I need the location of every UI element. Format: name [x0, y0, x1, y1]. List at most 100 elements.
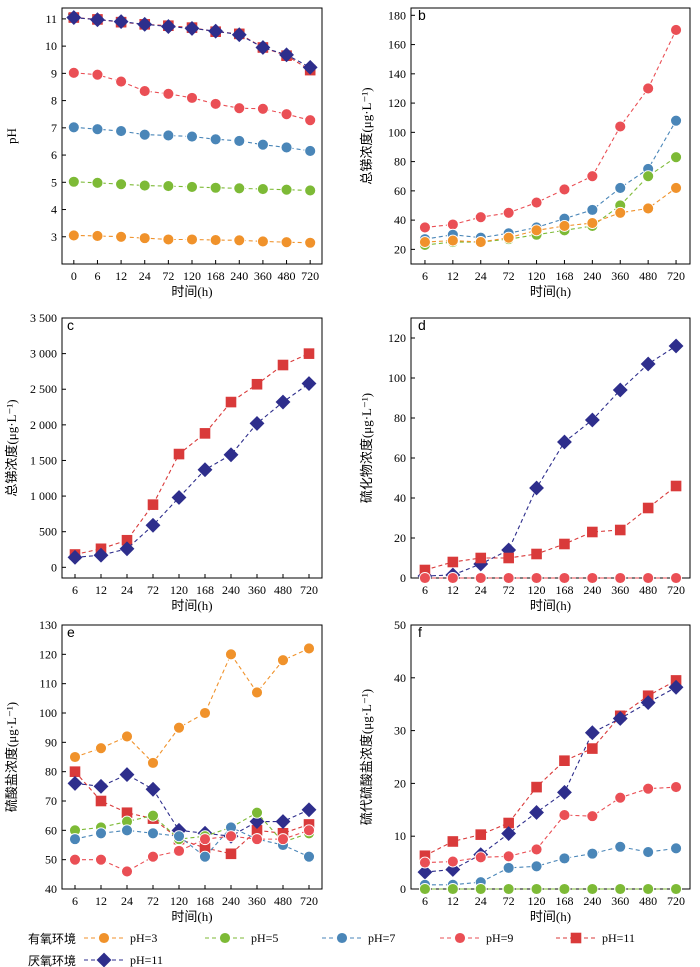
- x-axis-label: 时间(h): [530, 598, 571, 613]
- data-point: [668, 679, 684, 695]
- panel-letter: d: [418, 317, 426, 333]
- data-point: [147, 809, 159, 822]
- y-tick-label: 60: [394, 451, 406, 465]
- y-tick-label: 140: [388, 67, 406, 81]
- x-tick-label: 360: [611, 583, 629, 597]
- data-point: [138, 179, 151, 192]
- data-point: [531, 781, 542, 793]
- data-point: [199, 707, 211, 719]
- y-tick-label: 8: [51, 94, 57, 108]
- legend-marker: [454, 932, 466, 944]
- x-tick-label: 720: [300, 894, 318, 908]
- data-point: [670, 572, 682, 584]
- y-tick-label: 120: [388, 96, 406, 110]
- panel-letter: b: [418, 7, 426, 23]
- data-point: [670, 480, 682, 492]
- series-line: [424, 485, 677, 571]
- y-tick-label: 120: [388, 331, 406, 345]
- y-axis-label: 硫代硫酸盐浓度(μg·L⁻¹): [359, 689, 374, 825]
- data-point: [115, 230, 128, 243]
- data-point: [668, 338, 684, 354]
- data-point: [614, 524, 626, 536]
- data-point: [419, 572, 431, 584]
- x-tick-label: 168: [555, 894, 573, 908]
- series-pH11_ana: [417, 679, 684, 880]
- series-line: [424, 187, 677, 243]
- data-point: [67, 66, 80, 79]
- x-axis-label: 时间(h): [171, 909, 212, 924]
- data-point: [301, 802, 317, 818]
- data-point: [231, 27, 247, 43]
- data-point: [256, 138, 269, 151]
- series-line: [75, 829, 310, 873]
- data-point: [225, 830, 237, 843]
- x-tick-label: 168: [555, 269, 573, 283]
- x-tick-label: 24: [139, 269, 151, 283]
- legend-marker: [96, 952, 112, 967]
- data-point: [95, 795, 107, 807]
- x-tick-label: 168: [555, 583, 573, 597]
- legend-marker: [98, 932, 110, 944]
- data-point: [614, 181, 627, 194]
- y-tick-label: 60: [45, 823, 57, 837]
- x-tick-label: 12: [95, 583, 107, 597]
- y-axis-label: 总锑浓度(μg·L⁻¹): [4, 399, 19, 496]
- series-line: [74, 353, 310, 556]
- data-point: [670, 23, 682, 36]
- x-tick-label: 72: [503, 583, 515, 597]
- data-point: [529, 480, 544, 496]
- data-point: [587, 526, 598, 538]
- legend-label: pH=11: [602, 931, 635, 945]
- data-point: [280, 108, 293, 121]
- data-point: [256, 102, 269, 115]
- panel-letter: e: [67, 624, 75, 640]
- legend-entry-pH11_ana: pH=11: [84, 952, 163, 967]
- x-tick-label: 0: [71, 269, 77, 283]
- data-point: [303, 850, 315, 863]
- data-point: [446, 572, 459, 584]
- data-point: [502, 231, 515, 244]
- series-pH3: [67, 229, 317, 249]
- x-tick-label: 12: [447, 583, 459, 597]
- data-point: [530, 196, 543, 209]
- data-point: [275, 814, 291, 829]
- data-point: [670, 883, 682, 895]
- y-tick-label: 50: [394, 618, 406, 632]
- x-tick-label: 6: [72, 583, 78, 597]
- legend-entry-pH11_aer: pH=11: [556, 931, 635, 945]
- x-tick-label: 360: [248, 894, 266, 908]
- data-point: [530, 572, 543, 584]
- data-point: [113, 14, 129, 30]
- data-point: [173, 721, 185, 734]
- data-point: [277, 833, 289, 846]
- data-point: [303, 824, 315, 837]
- x-tick-label: 480: [274, 894, 292, 908]
- y-tick-label: 40: [394, 491, 406, 505]
- data-point: [303, 348, 315, 359]
- y-tick-label: 2 500: [30, 382, 57, 396]
- data-point: [501, 826, 517, 841]
- data-point: [199, 428, 211, 439]
- data-point: [145, 781, 161, 797]
- data-point: [251, 686, 263, 699]
- data-point: [277, 654, 289, 667]
- data-point: [251, 833, 263, 846]
- data-point: [209, 234, 222, 246]
- x-tick-label: 240: [222, 894, 240, 908]
- data-point: [186, 180, 198, 193]
- x-axis-label: 时间(h): [530, 909, 571, 924]
- data-point: [186, 91, 198, 104]
- series-line: [73, 234, 311, 244]
- series-pH5: [419, 151, 682, 251]
- x-tick-label: 720: [667, 583, 685, 597]
- data-point: [559, 538, 570, 550]
- data-point: [91, 68, 104, 81]
- x-tick-label: 6: [94, 269, 100, 283]
- y-tick-label: 20: [394, 531, 406, 545]
- data-point: [502, 883, 515, 895]
- x-tick-label: 480: [639, 269, 657, 283]
- data-point: [586, 217, 599, 229]
- y-tick-label: 80: [394, 155, 406, 169]
- data-point: [642, 572, 655, 584]
- x-tick-label: 480: [639, 583, 657, 597]
